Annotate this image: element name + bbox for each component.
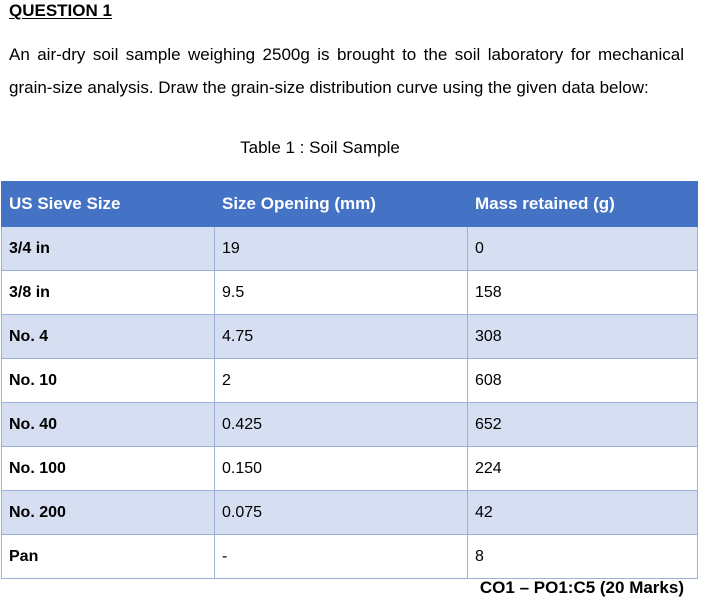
table-header-row: US Sieve Size Size Opening (mm) Mass ret… (1, 181, 698, 227)
marks-label: CO1 – PO1:C5 (20 Marks) (479, 578, 684, 597)
cell-mass-retained: 224 (467, 446, 698, 491)
table-row: No. 100 0.150 224 (1, 446, 698, 491)
cell-size-opening: 4.75 (214, 314, 468, 359)
cell-size-opening: 2 (214, 358, 468, 403)
cell-sieve-size: No. 100 (1, 446, 215, 491)
cell-size-opening: 0.150 (214, 446, 468, 491)
cell-mass-retained: 42 (467, 490, 698, 535)
cell-size-opening: 9.5 (214, 270, 468, 315)
cell-sieve-size: 3/8 in (1, 270, 215, 315)
table-caption: Table 1 : Soil Sample (240, 138, 400, 157)
soil-sample-table: US Sieve Size Size Opening (mm) Mass ret… (1, 181, 698, 579)
question-heading: QUESTION 1 (9, 1, 112, 20)
table-row: No. 10 2 608 (1, 358, 698, 403)
cell-sieve-size: Pan (1, 534, 215, 579)
cell-mass-retained: 608 (467, 358, 698, 403)
cell-size-opening: 19 (214, 226, 468, 271)
cell-size-opening: 0.075 (214, 490, 468, 535)
cell-mass-retained: 652 (467, 402, 698, 447)
table-row: Pan - 8 (1, 534, 698, 579)
header-sieve-size: US Sieve Size (1, 181, 215, 227)
cell-mass-retained: 0 (467, 226, 698, 271)
question-text: An air-dry soil sample weighing 2500g is… (9, 45, 684, 97)
header-mass-retained: Mass retained (g) (467, 181, 698, 227)
cell-sieve-size: No. 40 (1, 402, 215, 447)
cell-sieve-size: No. 10 (1, 358, 215, 403)
cell-mass-retained: 308 (467, 314, 698, 359)
cell-sieve-size: 3/4 in (1, 226, 215, 271)
table-row: 3/8 in 9.5 158 (1, 270, 698, 315)
cell-size-opening: 0.425 (214, 402, 468, 447)
table-row: No. 4 4.75 308 (1, 314, 698, 359)
cell-mass-retained: 158 (467, 270, 698, 315)
cell-sieve-size: No. 200 (1, 490, 215, 535)
table-row: No. 40 0.425 652 (1, 402, 698, 447)
cell-size-opening: - (214, 534, 468, 579)
table-row: No. 200 0.075 42 (1, 490, 698, 535)
header-size-opening: Size Opening (mm) (214, 181, 468, 227)
cell-mass-retained: 8 (467, 534, 698, 579)
table-row: 3/4 in 19 0 (1, 226, 698, 271)
cell-sieve-size: No. 4 (1, 314, 215, 359)
